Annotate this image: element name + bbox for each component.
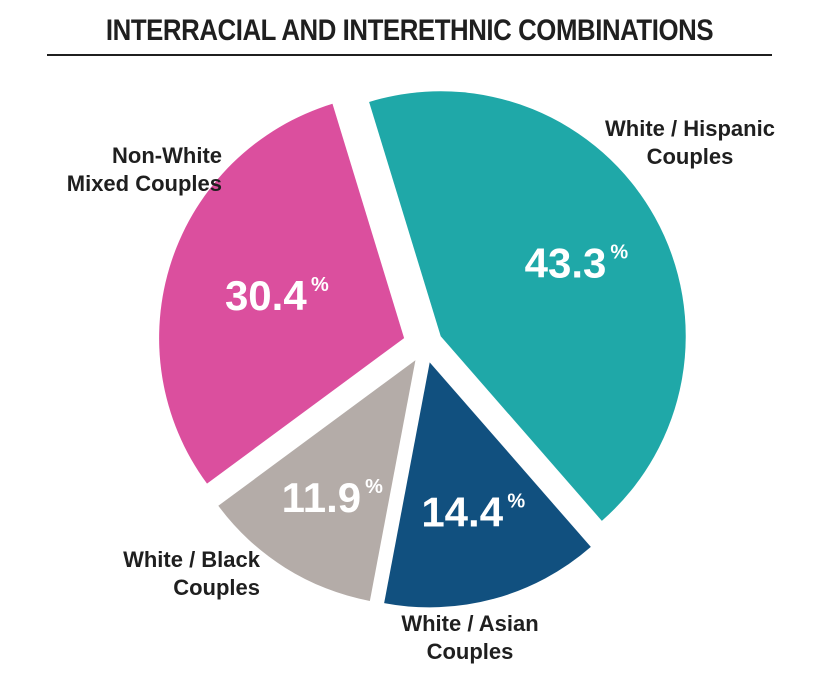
pie-slice-white-hispanic-couples (369, 91, 686, 521)
value-label-white-black-couples: 11.9 (282, 474, 361, 521)
category-label-white-asian-couples: White / Asian (401, 611, 538, 636)
category-label-white-black-couples: White / Black (123, 547, 261, 572)
category-label-non-white-mixed-couples: Mixed Couples (67, 171, 222, 196)
pie-slice-white-black-couples (218, 360, 416, 601)
percent-sign: % (311, 274, 329, 296)
value-label-white-hispanic-couples: 43.3 (525, 239, 607, 286)
value-label-non-white-mixed-couples: 30.4 (225, 272, 307, 319)
value-label-white-asian-couples: 14.4 (421, 488, 503, 535)
pie-slice-non-white-mixed-couples (159, 103, 405, 484)
title-underline (47, 54, 772, 56)
pie-slice-white-asian-couples (384, 362, 591, 608)
chart-title: INTERRACIAL AND INTERETHNIC COMBINATIONS (105, 14, 714, 47)
category-label-white-hispanic-couples: Couples (647, 144, 734, 169)
percent-sign: % (365, 476, 383, 498)
percent-sign: % (507, 490, 525, 512)
category-label-white-black-couples: Couples (173, 575, 260, 600)
category-label-white-asian-couples: Couples (427, 639, 514, 664)
category-label-non-white-mixed-couples: Non-White (112, 143, 222, 168)
category-label-white-hispanic-couples: White / Hispanic (605, 116, 775, 141)
percent-sign: % (610, 241, 628, 263)
